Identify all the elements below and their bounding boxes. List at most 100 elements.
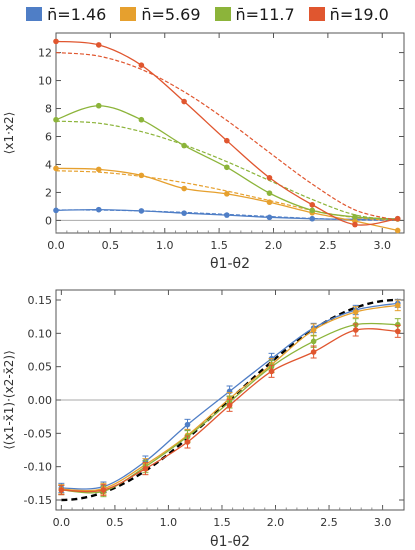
data-point xyxy=(95,102,102,109)
x-tick-label: 1.0 xyxy=(156,239,174,252)
y-tick-label: 6 xyxy=(45,130,52,143)
y-tick-label: -0.15 xyxy=(24,494,52,507)
legend-item-n190: n̄=19.0 xyxy=(308,4,389,24)
legend-item-n146: n̄=1.46 xyxy=(26,5,106,24)
data-point xyxy=(352,221,358,228)
series-line xyxy=(55,105,398,220)
data-point xyxy=(138,62,145,68)
series-n-19-0 xyxy=(53,38,401,228)
data-point xyxy=(268,368,275,375)
data-point xyxy=(138,116,145,123)
data-point xyxy=(53,38,59,45)
legend-swatch-n190 xyxy=(308,7,325,21)
data-point xyxy=(309,201,316,208)
legend-label-n146: n̄=1.46 xyxy=(47,4,107,24)
y-tick-label: -0.05 xyxy=(24,427,52,440)
data-point xyxy=(224,164,230,171)
x-tick-label: 1.0 xyxy=(160,516,178,529)
data-point xyxy=(184,439,191,445)
y-tick-label: 4 xyxy=(45,158,52,171)
legend-item-n117: n̄=11.7 xyxy=(214,4,295,24)
x-tick-label: 2.5 xyxy=(319,239,337,252)
data-point xyxy=(181,210,187,216)
data-point xyxy=(95,42,102,48)
plot-frame xyxy=(55,32,405,234)
data-point xyxy=(53,207,59,214)
data-point xyxy=(394,302,401,309)
x-tick-label: 0.5 xyxy=(102,239,120,252)
y-tick-label: 10 xyxy=(38,75,52,88)
x-tick-label: 0.5 xyxy=(106,516,124,529)
data-point xyxy=(266,174,273,181)
bottom-chart: 0.0 0.5 1.0 1.5 2.0 2.5 3.0 -0.15 -0.10 -0.05 0.00… xyxy=(2,289,405,550)
y-tick-label: -0.10 xyxy=(24,461,52,474)
x-tick-label: 3.0 xyxy=(374,516,392,529)
data-point xyxy=(394,328,401,335)
legend: n̄=1.46 n̄=5.69 n̄=11.7 n̄=19.0 xyxy=(0,0,415,28)
x-tick-label: 2.5 xyxy=(320,516,338,529)
legend-label-n190: n̄=19.0 xyxy=(329,4,389,24)
data-point xyxy=(226,402,233,409)
y-tick-label: 0.05 xyxy=(28,361,53,374)
data-point xyxy=(266,214,273,221)
data-point xyxy=(394,215,401,222)
data-point xyxy=(224,191,230,197)
data-point xyxy=(138,208,145,214)
data-point xyxy=(181,98,187,105)
data-point xyxy=(181,185,187,192)
x-tick-label: 2.0 xyxy=(267,516,285,529)
data-point xyxy=(394,227,401,234)
x-axis-title: θ1-θ2 xyxy=(210,256,250,272)
theory-line xyxy=(55,120,398,222)
y-axis-title: ⟨x1·x2⟩ xyxy=(2,112,16,155)
data-point xyxy=(266,190,273,196)
y-tick-label: 8 xyxy=(45,103,52,116)
x-tick-label: 0.0 xyxy=(53,516,71,529)
data-point xyxy=(181,142,187,149)
legend-swatch-n117 xyxy=(214,7,231,21)
data-point xyxy=(309,215,316,222)
series-line xyxy=(55,167,398,232)
data-point xyxy=(266,199,273,206)
data-point xyxy=(310,349,317,355)
top-chart: 0.0 0.5 1.0 1.5 2.0 2.5 3.0 0 2 4 6 8 10 12 θ1-θ2 ⟨x1·x… xyxy=(2,32,405,272)
y-tick-label: 2 xyxy=(45,186,52,199)
x-tick-label: 2.0 xyxy=(265,239,283,252)
y-tick-label: 0.00 xyxy=(28,394,53,407)
data-point xyxy=(309,207,316,214)
data-point xyxy=(142,465,149,472)
y-tick-label: 0 xyxy=(45,214,52,227)
x-tick-label: 3.0 xyxy=(374,239,392,252)
data-point xyxy=(224,137,230,144)
x-tick-label: 1.5 xyxy=(213,516,231,529)
x-tick-label: 1.5 xyxy=(210,239,228,252)
data-point xyxy=(352,214,358,220)
series-n-19-0 xyxy=(58,323,401,496)
y-axis-title: ⟨(x1-x̄1)·(x2-x̄2)⟩ xyxy=(2,350,16,450)
legend-item-n569: n̄=5.69 xyxy=(120,4,201,24)
data-point xyxy=(138,172,145,179)
theory-line xyxy=(55,51,398,221)
x-tick-label: 0.0 xyxy=(47,239,65,252)
data-point xyxy=(352,309,359,315)
data-point xyxy=(58,487,65,493)
data-point xyxy=(310,338,317,345)
y-tick-label: 12 xyxy=(38,47,52,60)
legend-swatch-n569 xyxy=(120,7,137,21)
legend-label-n569: n̄=5.69 xyxy=(141,4,201,24)
data-point xyxy=(224,212,230,218)
data-point xyxy=(100,487,107,493)
data-point xyxy=(184,421,191,428)
y-tick-label: 0.15 xyxy=(28,294,53,307)
data-point xyxy=(310,327,317,333)
data-point xyxy=(95,166,102,173)
data-point xyxy=(53,116,59,123)
data-point xyxy=(95,206,102,213)
legend-swatch-n146 xyxy=(26,7,43,21)
data-point xyxy=(394,321,401,328)
legend-label-n117: n̄=11.7 xyxy=(235,4,295,24)
y-tick-label: 0.10 xyxy=(28,327,53,340)
data-point xyxy=(352,327,359,333)
series-line xyxy=(55,40,398,226)
